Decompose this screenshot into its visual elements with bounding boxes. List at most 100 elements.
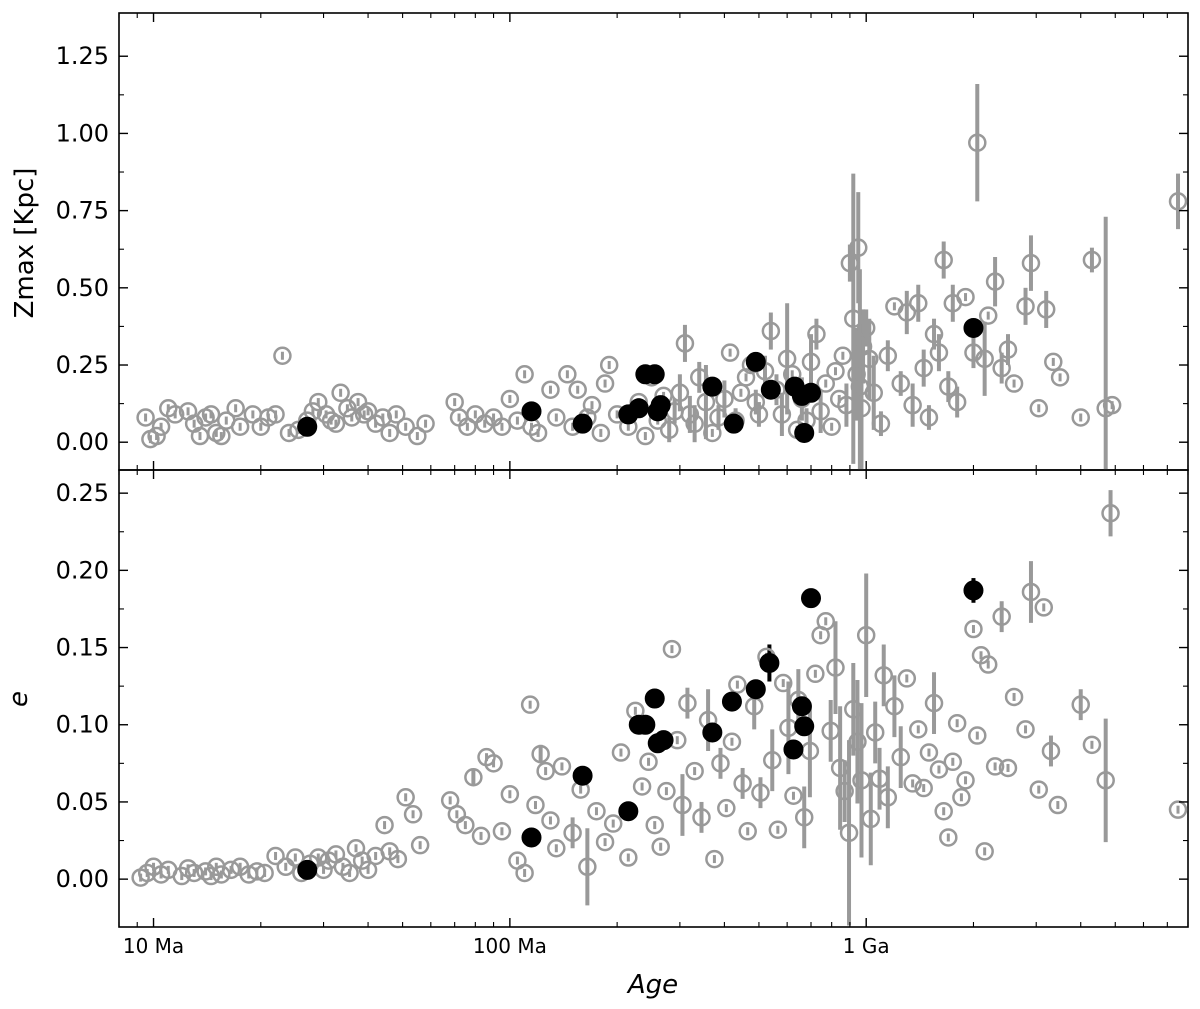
e-open-point xyxy=(673,795,692,815)
zmax-open-point xyxy=(998,340,1018,359)
zmax-open-point xyxy=(811,402,830,421)
zmax-open-point xyxy=(136,408,155,427)
e-open-point xyxy=(388,849,408,869)
zmax-open-point xyxy=(528,423,548,443)
e-open-point xyxy=(1029,780,1049,799)
e-open-point xyxy=(947,713,967,733)
e-open-point xyxy=(184,863,204,883)
zmax-open-point xyxy=(975,349,994,369)
e-open-point xyxy=(985,757,1005,776)
e-ytick-label: 0.05 xyxy=(56,788,109,816)
zmax-open-point xyxy=(914,358,933,378)
zmax-open-point xyxy=(338,398,357,418)
e-open-point xyxy=(531,744,550,764)
e-open-point xyxy=(611,743,631,762)
e-open-point xyxy=(685,761,704,781)
e-open-point xyxy=(717,798,736,818)
zmax-open-point xyxy=(266,405,285,424)
e-open-point xyxy=(830,758,850,778)
zmax-open-point xyxy=(685,414,704,433)
zmax-filled-point xyxy=(572,413,593,434)
e-open-point xyxy=(952,788,971,807)
e-filled-point xyxy=(963,580,984,601)
zmax-filled-point xyxy=(723,413,744,434)
zmax-open-point xyxy=(1071,408,1090,427)
zmax-open-point xyxy=(864,383,883,403)
e-open-point xyxy=(552,757,572,776)
x-tick-label: 100 Ma xyxy=(473,934,547,958)
e-open-point xyxy=(891,747,910,767)
zmax-open-point xyxy=(822,417,841,437)
e-open-point xyxy=(816,612,836,631)
zmax-open-point xyxy=(582,395,602,415)
e-open-point xyxy=(340,863,359,883)
e-open-point xyxy=(939,828,958,847)
e-open-point xyxy=(975,842,994,861)
e-open-point xyxy=(651,837,670,856)
e-open-point xyxy=(1034,598,1054,617)
zmax-open-point xyxy=(558,365,577,384)
zmax-open-point xyxy=(331,383,350,403)
zmax-open-point xyxy=(897,303,917,322)
e-open-point xyxy=(998,758,1018,778)
zmax-open-point xyxy=(279,423,299,443)
zmax-open-point xyxy=(326,414,346,433)
zmax-ytick-label: 0.25 xyxy=(56,351,109,379)
e-open-point xyxy=(471,826,491,846)
e-open-point xyxy=(563,823,582,843)
e-open-point xyxy=(885,696,904,716)
e-open-point xyxy=(711,754,730,773)
e-open-point xyxy=(547,839,566,858)
e-open-point xyxy=(137,863,157,883)
zmax-filled-point xyxy=(963,317,984,338)
zmax-open-point xyxy=(591,423,611,443)
x-tick-label: 1 Ga xyxy=(843,934,890,958)
e-open-point xyxy=(870,769,889,789)
e-open-point xyxy=(1004,687,1024,707)
e-open-point xyxy=(276,857,296,877)
zmax-open-point xyxy=(703,423,722,443)
e-filled-point xyxy=(702,722,723,743)
e-open-point xyxy=(492,822,512,841)
zmax-open-point xyxy=(968,133,987,152)
e-open-point xyxy=(396,788,415,807)
e-ytick-label: 0.20 xyxy=(56,556,109,584)
zmax-open-point xyxy=(416,414,435,433)
zmax-open-point xyxy=(595,374,615,393)
e-open-point xyxy=(784,786,803,806)
e-open-point xyxy=(738,822,757,841)
e-open-point xyxy=(1041,741,1061,761)
e-open-point xyxy=(1082,735,1102,755)
e-open-point xyxy=(992,607,1011,626)
e-open-point xyxy=(826,658,845,677)
zmax-open-point xyxy=(230,417,250,437)
e-filled-point xyxy=(635,714,656,735)
e-open-point xyxy=(844,700,863,719)
e-filled-point xyxy=(783,739,804,760)
zmax-open-point xyxy=(373,408,393,427)
zmax-panel: 0.00 0.25 0.50 0.75 1.00 1.25 Zmax [Kpc] xyxy=(10,12,1189,471)
zmax-open-point xyxy=(1082,250,1102,270)
e-open-point xyxy=(358,860,378,880)
e-open-point xyxy=(821,721,840,741)
zmax-open-point xyxy=(680,405,700,424)
zmax-open-point xyxy=(746,392,766,412)
e-open-point xyxy=(595,832,615,852)
e-filled-point xyxy=(644,688,665,709)
zmax-open-point xyxy=(860,349,879,369)
zmax-ytick-label: 0.75 xyxy=(56,197,109,225)
e-filled-point xyxy=(721,691,742,712)
e-open-point xyxy=(773,673,793,693)
e-open-point xyxy=(865,723,885,742)
zmax-open-point xyxy=(736,368,756,387)
zmax-open-point xyxy=(636,426,655,446)
e-open-point xyxy=(221,860,241,880)
e-open-point xyxy=(722,732,742,751)
e-open-point xyxy=(856,625,876,645)
e-open-point xyxy=(1096,771,1115,790)
e-open-point xyxy=(255,863,274,883)
e-open-point xyxy=(536,761,555,781)
zmax-filled-point xyxy=(794,422,815,443)
e-open-point xyxy=(541,811,560,830)
